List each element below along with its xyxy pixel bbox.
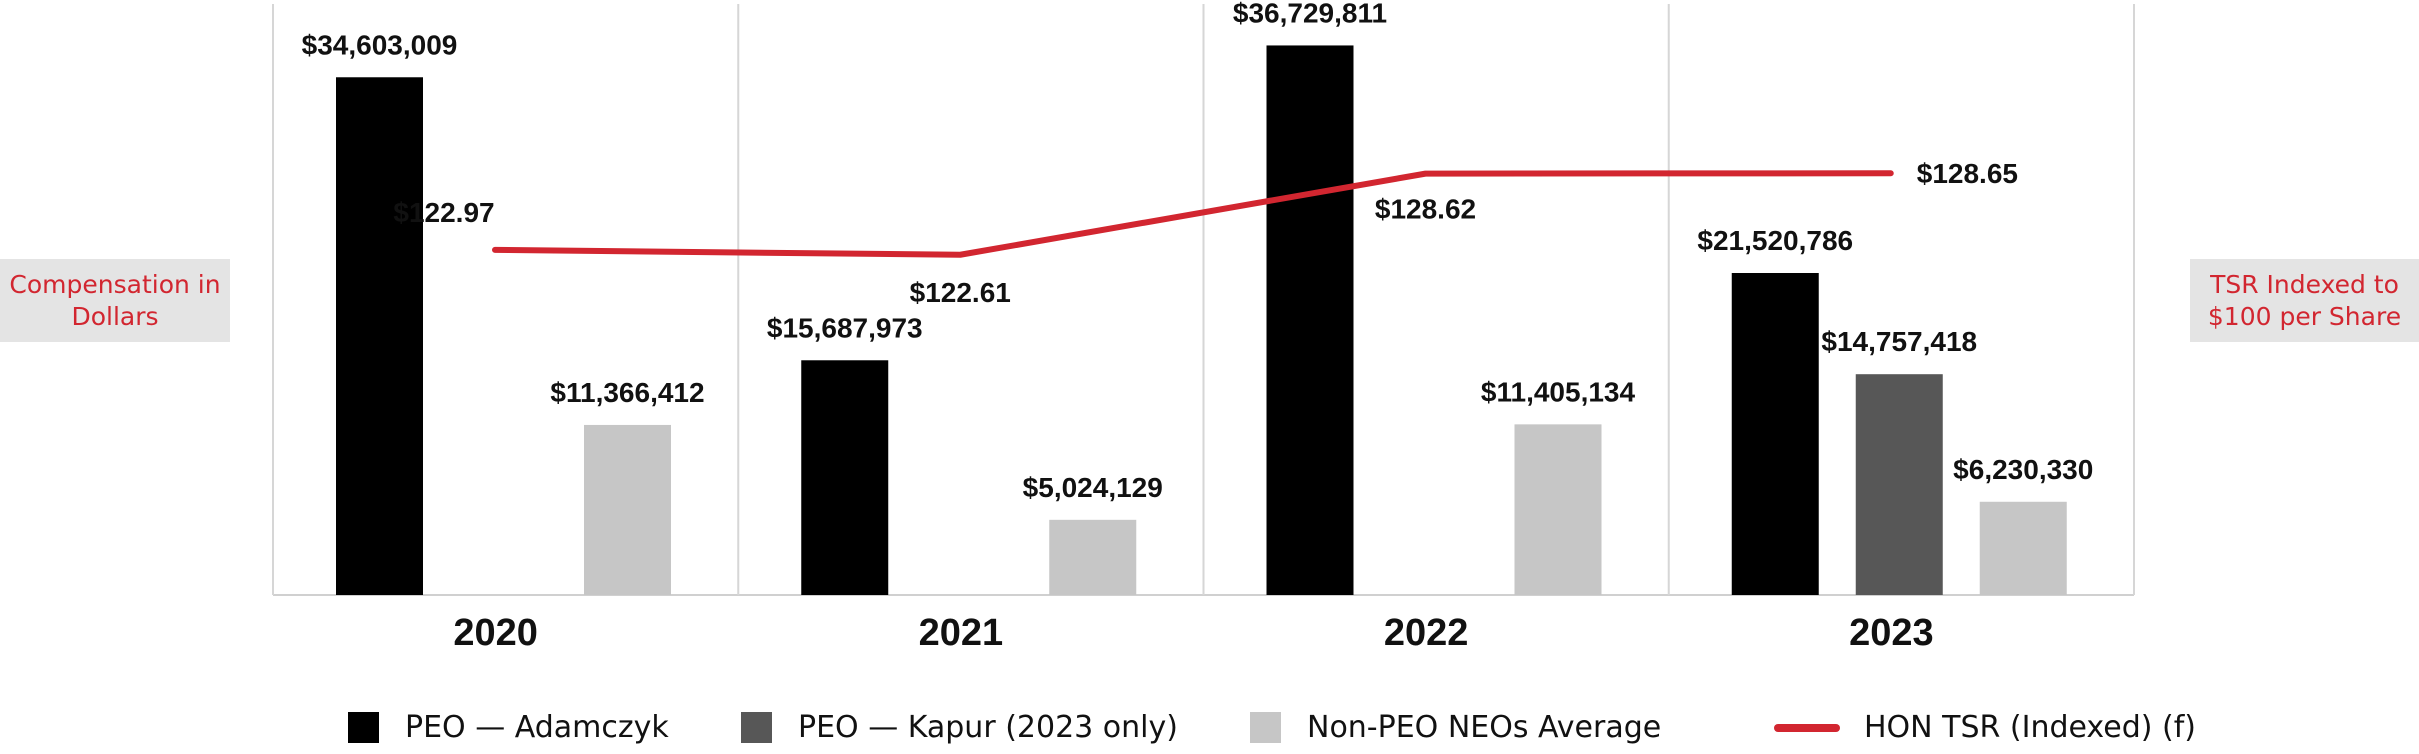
- bar-data-label: $11,405,134: [1481, 376, 1636, 407]
- x-tick-label: 2022: [1384, 612, 1469, 654]
- bar-data-label: $11,366,412: [550, 377, 704, 408]
- bar-non-peo-neos-average-2022: [1514, 424, 1602, 595]
- bar-data-label: $21,520,786: [1697, 225, 1853, 256]
- chart-grid: [272, 4, 2135, 596]
- tsr-data-label: $128.62: [1375, 194, 1476, 225]
- bar-peo-kapur-2023-only-2023: [1855, 374, 1943, 595]
- bar-non-peo-neos-average-2020: [584, 424, 671, 595]
- data-label-group: $34,603,009 $15,687,973 $36,729,811 $21,520…: [302, 0, 2094, 503]
- tsr-data-label: $122.61: [910, 277, 1011, 308]
- legend-swatch-peo-adamczyk: [348, 712, 379, 743]
- bar-non-peo-neos-average-2023: [1979, 501, 2067, 595]
- bar-peo-adamczyk-2020: [336, 77, 423, 595]
- tsr-line: [492, 170, 1894, 258]
- bar-peo-adamczyk-2023: [1731, 273, 1819, 595]
- tsr-data-label: $122.97: [393, 197, 494, 228]
- legend-swatch-non-peo: [1250, 712, 1281, 743]
- legend-item-non-peo: Non-PEO NEOs Average: [1250, 710, 1661, 745]
- bar-data-label: $5,024,129: [1023, 472, 1163, 503]
- x-tick-label: 2023: [1849, 612, 1934, 654]
- bar-data-label: $6,230,330: [1953, 454, 2093, 485]
- bar-non-peo-neos-average-2021: [1049, 519, 1137, 595]
- x-tick-label: 2021: [919, 612, 1004, 654]
- legend-label-hon-tsr: HON TSR (Indexed) (f): [1864, 710, 2196, 745]
- x-tick-label: 2020: [453, 612, 538, 654]
- legend-item-hon-tsr: HON TSR (Indexed) (f): [1774, 710, 2196, 745]
- right-axis-label: TSR Indexed to $100 per Share: [2190, 259, 2419, 342]
- legend-item-peo-kapur: PEO — Kapur (2023 only): [741, 710, 1178, 745]
- bar-series-group: [336, 45, 2067, 596]
- legend-item-peo-adamczyk: PEO — Adamczyk: [348, 710, 669, 745]
- bar-data-label: $15,687,973: [767, 312, 923, 343]
- legend-label-peo-kapur: PEO — Kapur (2023 only): [798, 710, 1178, 745]
- bar-peo-adamczyk-2021: [801, 360, 889, 595]
- bar-data-label: $14,757,418: [1821, 326, 1977, 357]
- left-axis-label: Compensation in Dollars: [0, 259, 230, 342]
- x-axis-tick-group: 2020 2021 2022 2023: [453, 612, 1933, 654]
- tsr-data-label: $128.65: [1917, 158, 2018, 189]
- bar-data-label: $34,603,009: [302, 29, 458, 60]
- legend-line-hon-tsr: [1774, 723, 1840, 732]
- legend-label-peo-adamczyk: PEO — Adamczyk: [405, 710, 669, 745]
- bar-peo-adamczyk-2022: [1266, 45, 1354, 596]
- tsr-line-group: [492, 170, 1894, 258]
- legend-label-non-peo: Non-PEO NEOs Average: [1307, 710, 1662, 745]
- legend-swatch-peo-kapur: [741, 712, 772, 743]
- bar-data-label: $36,729,811: [1233, 0, 1387, 28]
